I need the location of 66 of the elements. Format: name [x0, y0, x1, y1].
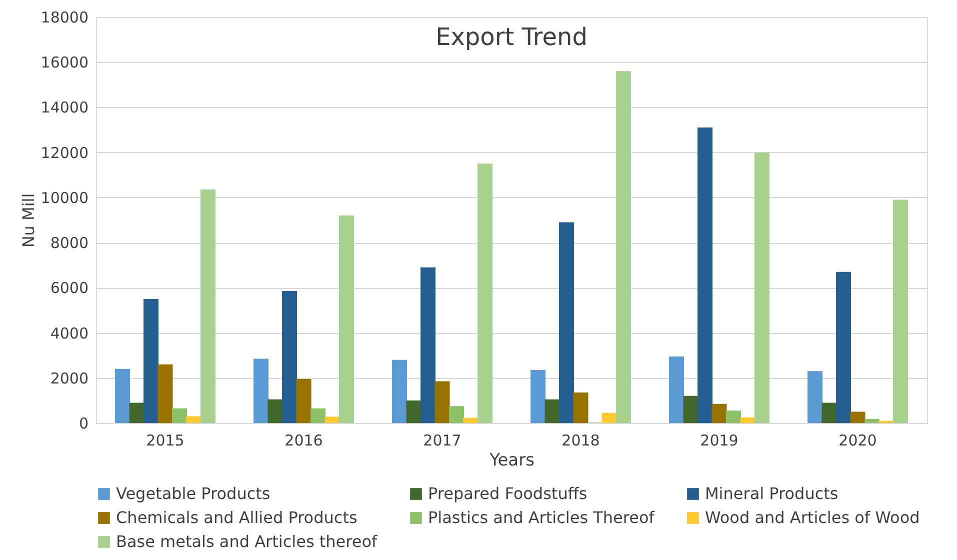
x-tick-label: 2019 [700, 432, 738, 450]
bar [392, 360, 408, 423]
bar [530, 370, 546, 423]
y-tick-label: 4000 [50, 324, 88, 342]
bar [602, 412, 617, 423]
legend-label: Base metals and Articles thereof [116, 532, 378, 551]
bar [726, 410, 741, 423]
y-tick-label: 12000 [40, 144, 88, 162]
bar [808, 371, 823, 423]
bar [559, 222, 574, 423]
bar [850, 412, 866, 423]
bar [669, 356, 684, 423]
bar [698, 128, 713, 423]
bar [448, 406, 464, 423]
x-tick-label: 2015 [146, 432, 184, 450]
y-tick-label: 0 [78, 414, 88, 432]
bar [892, 200, 908, 423]
bar [115, 368, 130, 423]
bar [296, 379, 312, 423]
legend-label: Chemicals and Allied Products [116, 508, 358, 527]
bar [338, 215, 354, 423]
bar [200, 190, 216, 423]
bar [740, 417, 756, 423]
legend-label: Vegetable Products [116, 484, 270, 503]
y-tick-label: 10000 [40, 188, 88, 207]
bar [434, 381, 450, 423]
y-tick-label: 2000 [50, 369, 88, 388]
bar [544, 399, 560, 423]
bar [616, 71, 631, 423]
legend-label: Wood and Articles of Wood [705, 508, 920, 527]
bar [754, 152, 770, 423]
x-tick-label: 2018 [562, 432, 600, 450]
bar [712, 404, 727, 423]
bar [172, 408, 187, 423]
bar [864, 418, 880, 423]
x-axis-title: Years [488, 450, 535, 470]
y-tick-label: 18000 [40, 8, 88, 26]
bar [310, 408, 326, 423]
bar [129, 402, 144, 423]
bar [406, 400, 422, 423]
bar [573, 392, 588, 423]
y-tick-label: 8000 [50, 234, 88, 252]
x-tick-label: 2017 [423, 432, 462, 450]
bar [282, 291, 298, 423]
legend-label: Mineral Products [705, 484, 838, 503]
bar [683, 396, 698, 423]
legend-label: Plastics and Articles Thereof [428, 508, 655, 527]
bar [268, 399, 283, 423]
bar [477, 164, 492, 423]
chart-title: Export Trend [436, 23, 588, 51]
bar [822, 402, 837, 423]
legend-label: Prepared Foodstuffs [428, 484, 588, 503]
y-axis-title: Nu Mill [18, 193, 38, 248]
bar [254, 358, 269, 423]
bar [186, 416, 202, 423]
bar [420, 267, 436, 423]
bar [144, 298, 159, 423]
x-tick-label: 2020 [838, 432, 877, 450]
y-tick-label: 6000 [50, 279, 88, 298]
y-tick-label: 14000 [40, 98, 88, 117]
bar [324, 416, 340, 423]
bar [836, 272, 852, 423]
bar [463, 418, 478, 423]
bar [158, 364, 173, 423]
x-tick-label: 2016 [284, 432, 323, 450]
y-tick-label: 16000 [40, 54, 88, 72]
